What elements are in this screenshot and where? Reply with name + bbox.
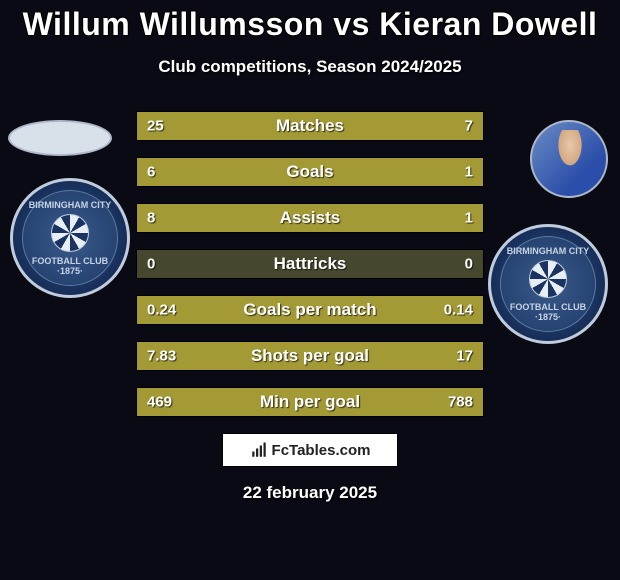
date-label: 22 february 2025 — [0, 483, 620, 503]
stat-value-right: 7 — [465, 118, 473, 135]
stat-row: Shots per goal7.8317 — [136, 341, 484, 371]
stat-value-left: 6 — [147, 164, 155, 181]
chart-icon — [250, 441, 268, 459]
stat-value-right: 0.14 — [444, 302, 473, 319]
stat-bar-left — [137, 204, 445, 232]
stat-row: Hattricks0 0 — [136, 249, 484, 279]
stat-row: Goals61 — [136, 157, 484, 187]
stat-row: Assists81 — [136, 203, 484, 233]
site-badge: FcTables.com — [222, 433, 398, 467]
stat-value-left: 8 — [147, 210, 155, 227]
stat-bar-left — [137, 158, 434, 186]
stat-row: Min per goal469788 — [136, 387, 484, 417]
stat-row: Goals per match0.240.14 — [136, 295, 484, 325]
stat-value-left: 0 — [147, 256, 155, 273]
stat-value-left: 469 — [147, 394, 172, 411]
site-label: FcTables.com — [272, 442, 371, 459]
stat-value-right: 1 — [465, 164, 473, 181]
stat-value-left: 7.83 — [147, 348, 176, 365]
subtitle: Club competitions, Season 2024/2025 — [0, 57, 620, 77]
stats-bars-container: Matches257Goals61Assists81Hattricks00Goa… — [136, 111, 484, 417]
stat-bar-right — [246, 342, 483, 370]
stat-label: Hattricks — [137, 254, 483, 274]
stat-value-right: 0 — [465, 256, 473, 273]
stat-value-left: 0.24 — [147, 302, 176, 319]
stat-value-right: 17 — [456, 348, 473, 365]
stat-value-right: 1 — [465, 210, 473, 227]
stat-value-right: 788 — [448, 394, 473, 411]
stat-bar-right — [434, 158, 483, 186]
stat-bar-left — [137, 112, 407, 140]
page-title: Willum Willumsson vs Kieran Dowell — [0, 6, 620, 43]
stat-row: Matches257 — [136, 111, 484, 141]
stat-value-left: 25 — [147, 118, 164, 135]
